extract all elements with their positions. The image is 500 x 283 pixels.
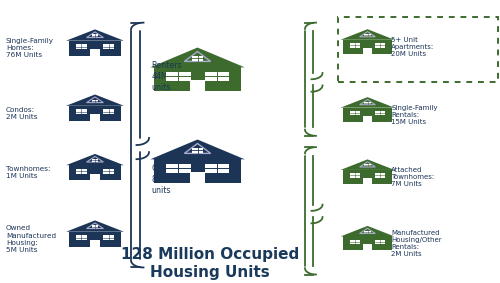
Polygon shape [184, 52, 210, 61]
FancyBboxPatch shape [350, 111, 360, 115]
FancyBboxPatch shape [350, 173, 360, 178]
Polygon shape [150, 140, 245, 159]
Polygon shape [340, 159, 394, 170]
FancyBboxPatch shape [92, 226, 98, 228]
FancyBboxPatch shape [76, 109, 86, 114]
FancyBboxPatch shape [76, 169, 86, 173]
FancyBboxPatch shape [376, 111, 385, 115]
FancyBboxPatch shape [104, 169, 114, 173]
Polygon shape [66, 154, 124, 165]
FancyBboxPatch shape [90, 49, 100, 55]
Polygon shape [340, 29, 394, 40]
Polygon shape [66, 29, 124, 41]
Text: Attached
Townhomes:
7M Units: Attached Townhomes: 7M Units [391, 167, 434, 187]
FancyBboxPatch shape [343, 40, 392, 54]
Polygon shape [86, 156, 104, 162]
Polygon shape [184, 143, 210, 153]
Polygon shape [86, 97, 104, 103]
Polygon shape [66, 220, 124, 232]
FancyBboxPatch shape [166, 164, 190, 173]
FancyBboxPatch shape [90, 174, 100, 180]
Polygon shape [360, 99, 376, 105]
FancyBboxPatch shape [104, 109, 114, 114]
FancyBboxPatch shape [343, 108, 392, 122]
FancyBboxPatch shape [204, 72, 229, 81]
Text: Owned
Manufactured
Housing:
5M Units: Owned Manufactured Housing: 5M Units [6, 225, 56, 253]
Polygon shape [360, 228, 376, 233]
FancyBboxPatch shape [192, 148, 203, 153]
FancyBboxPatch shape [76, 235, 86, 240]
FancyBboxPatch shape [69, 41, 121, 55]
Text: Condos:
2M Units: Condos: 2M Units [6, 107, 38, 120]
FancyBboxPatch shape [364, 34, 370, 36]
FancyBboxPatch shape [69, 232, 121, 246]
FancyBboxPatch shape [104, 235, 114, 240]
FancyBboxPatch shape [166, 72, 190, 81]
Text: Townhomes:
1M Units: Townhomes: 1M Units [6, 166, 51, 179]
Polygon shape [340, 97, 394, 108]
Text: Single-Family
Homes:
76M Units: Single-Family Homes: 76M Units [6, 38, 54, 58]
FancyBboxPatch shape [92, 100, 98, 102]
FancyBboxPatch shape [90, 114, 100, 121]
FancyBboxPatch shape [376, 43, 385, 48]
Text: Single-Family
Rentals:
15M Units: Single-Family Rentals: 15M Units [391, 105, 438, 125]
FancyBboxPatch shape [204, 164, 229, 173]
Polygon shape [360, 31, 376, 37]
Polygon shape [360, 162, 376, 167]
FancyBboxPatch shape [154, 67, 241, 91]
FancyBboxPatch shape [343, 170, 392, 184]
Polygon shape [66, 95, 124, 106]
FancyBboxPatch shape [69, 165, 121, 180]
FancyBboxPatch shape [376, 240, 385, 244]
FancyBboxPatch shape [350, 240, 360, 244]
FancyBboxPatch shape [364, 164, 370, 166]
FancyBboxPatch shape [90, 240, 100, 246]
Polygon shape [86, 223, 104, 229]
FancyBboxPatch shape [154, 159, 241, 183]
FancyBboxPatch shape [376, 173, 385, 178]
FancyBboxPatch shape [343, 236, 392, 250]
FancyBboxPatch shape [362, 48, 372, 54]
Text: Renters
44M
units: Renters 44M units [152, 61, 182, 92]
Text: 5+ Unit
Apartments:
20M Units: 5+ Unit Apartments: 20M Units [391, 37, 434, 57]
Polygon shape [340, 226, 394, 237]
FancyBboxPatch shape [190, 172, 206, 183]
FancyBboxPatch shape [362, 178, 372, 184]
FancyBboxPatch shape [362, 245, 372, 250]
FancyBboxPatch shape [362, 116, 372, 122]
FancyBboxPatch shape [104, 44, 114, 49]
Text: Manufactured
Housing/Other
Rentals:
2M Units: Manufactured Housing/Other Rentals: 2M U… [391, 230, 442, 257]
Text: 128 Million Occupied
Housing Units: 128 Million Occupied Housing Units [121, 247, 299, 280]
FancyBboxPatch shape [92, 35, 98, 37]
FancyBboxPatch shape [364, 231, 370, 233]
Polygon shape [150, 48, 245, 67]
FancyBboxPatch shape [192, 56, 203, 61]
Text: Owners
84M
units: Owners 84M units [152, 164, 182, 195]
FancyBboxPatch shape [69, 106, 121, 121]
FancyBboxPatch shape [364, 102, 370, 104]
FancyBboxPatch shape [350, 43, 360, 48]
FancyBboxPatch shape [76, 44, 86, 49]
FancyBboxPatch shape [190, 80, 206, 91]
Polygon shape [86, 32, 104, 38]
FancyBboxPatch shape [92, 159, 98, 162]
